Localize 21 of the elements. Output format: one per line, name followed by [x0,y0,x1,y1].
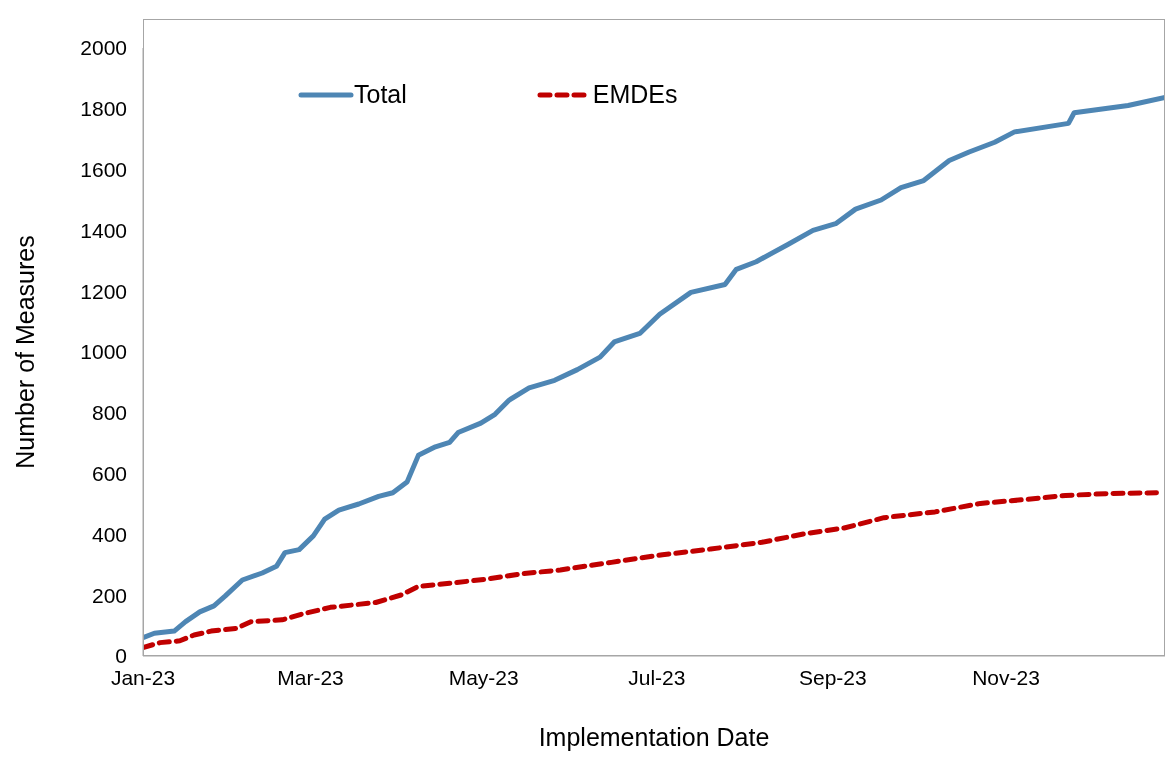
y-tick-label: 1200 [80,279,127,303]
y-tick-label: 1000 [80,340,127,364]
x-tick-label: Jan-23 [110,665,176,689]
y-tick-label: 1600 [80,158,127,182]
y-tick-label: 0 [115,644,127,668]
x-tick-label: Sep-23 [798,665,867,689]
y-tick-label: 600 [91,462,127,486]
y-tick-label: 1800 [80,97,127,121]
y-tick-label: 1400 [80,218,127,242]
legend-label: EMDEs [592,80,678,109]
x-tick-label: Mar-23 [277,665,344,689]
y-tick-label: 800 [91,401,127,425]
y-axis-title: Number of Measures [10,235,39,469]
x-tick-label: Nov-23 [972,665,1040,689]
y-tick-label: 400 [91,522,127,546]
x-tick-label: Jul-23 [628,665,686,689]
x-axis-title: Implementation Date [538,723,770,751]
legend-label: Total [354,80,407,109]
x-tick-label: May-23 [448,665,519,689]
y-tick-label: 200 [91,583,127,607]
y-tick-label: 2000 [80,36,127,60]
